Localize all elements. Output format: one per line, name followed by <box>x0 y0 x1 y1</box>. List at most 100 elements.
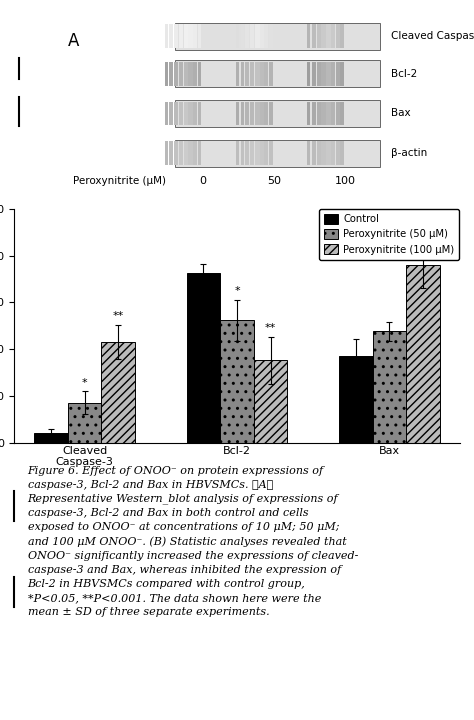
Bar <box>164 141 168 165</box>
Bar <box>250 24 255 48</box>
Text: 50: 50 <box>267 176 281 186</box>
Bar <box>179 141 183 165</box>
Bar <box>179 102 183 125</box>
Bar <box>198 62 201 86</box>
Bar <box>340 62 344 86</box>
Bar <box>35 433 68 443</box>
Bar <box>264 62 268 86</box>
Bar <box>188 24 192 48</box>
Bar <box>241 141 244 165</box>
Bar <box>236 62 239 86</box>
Bar <box>307 62 310 86</box>
Bar <box>406 265 439 443</box>
Bar <box>174 60 380 87</box>
Bar <box>340 102 344 125</box>
Bar <box>250 102 255 125</box>
Bar <box>246 141 249 165</box>
Bar <box>246 102 249 125</box>
Bar <box>264 141 268 165</box>
Bar <box>269 62 273 86</box>
Bar <box>317 24 321 48</box>
Bar <box>317 141 321 165</box>
Bar <box>164 102 168 125</box>
Bar <box>336 141 339 165</box>
Bar <box>336 24 339 48</box>
Bar <box>174 62 178 86</box>
Text: Figure 6. Effect of ONOO⁻ on protein expressions of
caspase-3, Bcl-2 and Bax in : Figure 6. Effect of ONOO⁻ on protein exp… <box>27 466 358 617</box>
Bar <box>246 24 249 48</box>
Bar <box>312 62 316 86</box>
Bar <box>179 24 183 48</box>
Bar <box>321 24 326 48</box>
Bar <box>169 62 173 86</box>
Bar <box>260 102 264 125</box>
Bar <box>187 274 220 443</box>
Bar <box>326 102 331 125</box>
Bar <box>169 24 173 48</box>
Point <box>16 122 21 130</box>
Bar <box>198 102 201 125</box>
Text: Bax: Bax <box>391 109 410 119</box>
Bar <box>326 62 331 86</box>
Bar <box>164 62 168 86</box>
Point <box>11 603 17 611</box>
Bar <box>236 141 239 165</box>
Bar <box>250 62 255 86</box>
Point <box>16 75 21 84</box>
Text: β-actin: β-actin <box>391 148 427 158</box>
Bar <box>183 24 188 48</box>
Bar <box>241 24 244 48</box>
Bar <box>174 100 380 127</box>
Bar <box>246 62 249 86</box>
Bar <box>241 62 244 86</box>
Text: Bcl-2: Bcl-2 <box>391 69 417 79</box>
Bar <box>339 356 373 443</box>
Bar <box>164 24 168 48</box>
Text: 0: 0 <box>199 176 206 186</box>
Text: 100: 100 <box>335 176 356 186</box>
Bar <box>269 24 273 48</box>
Text: Peroxynitrite (μM): Peroxynitrite (μM) <box>73 176 166 186</box>
Text: **: ** <box>265 323 276 333</box>
Point <box>11 517 17 526</box>
Bar <box>183 141 188 165</box>
Bar <box>68 402 101 443</box>
Bar <box>317 62 321 86</box>
Text: Cleaved Caspase-3: Cleaved Caspase-3 <box>391 31 474 41</box>
Legend: Control, Peroxynitrite (50 μM), Peroxynitrite (100 μM): Control, Peroxynitrite (50 μM), Peroxyni… <box>319 209 459 260</box>
Bar <box>321 62 326 86</box>
Bar <box>331 62 335 86</box>
Bar <box>260 24 264 48</box>
Bar <box>321 102 326 125</box>
Bar <box>340 24 344 48</box>
Bar <box>331 24 335 48</box>
Bar <box>174 102 178 125</box>
Bar <box>336 102 339 125</box>
Bar <box>174 24 178 48</box>
Bar <box>255 141 260 165</box>
Bar <box>312 102 316 125</box>
Bar <box>269 141 273 165</box>
Bar <box>174 140 380 166</box>
Bar <box>169 141 173 165</box>
Point <box>11 487 17 495</box>
Bar <box>336 62 339 86</box>
Bar <box>307 102 310 125</box>
Point <box>16 93 21 102</box>
Bar <box>260 141 264 165</box>
Point <box>11 572 17 581</box>
Bar <box>331 102 335 125</box>
Bar <box>321 141 326 165</box>
Bar <box>250 141 255 165</box>
Bar <box>254 361 287 443</box>
Text: **: ** <box>113 311 124 321</box>
Bar <box>264 24 268 48</box>
Bar <box>307 24 310 48</box>
Bar <box>241 102 244 125</box>
Bar <box>193 141 197 165</box>
Bar <box>269 102 273 125</box>
Bar <box>183 62 188 86</box>
Bar <box>193 102 197 125</box>
Point <box>16 53 21 62</box>
Bar <box>312 24 316 48</box>
